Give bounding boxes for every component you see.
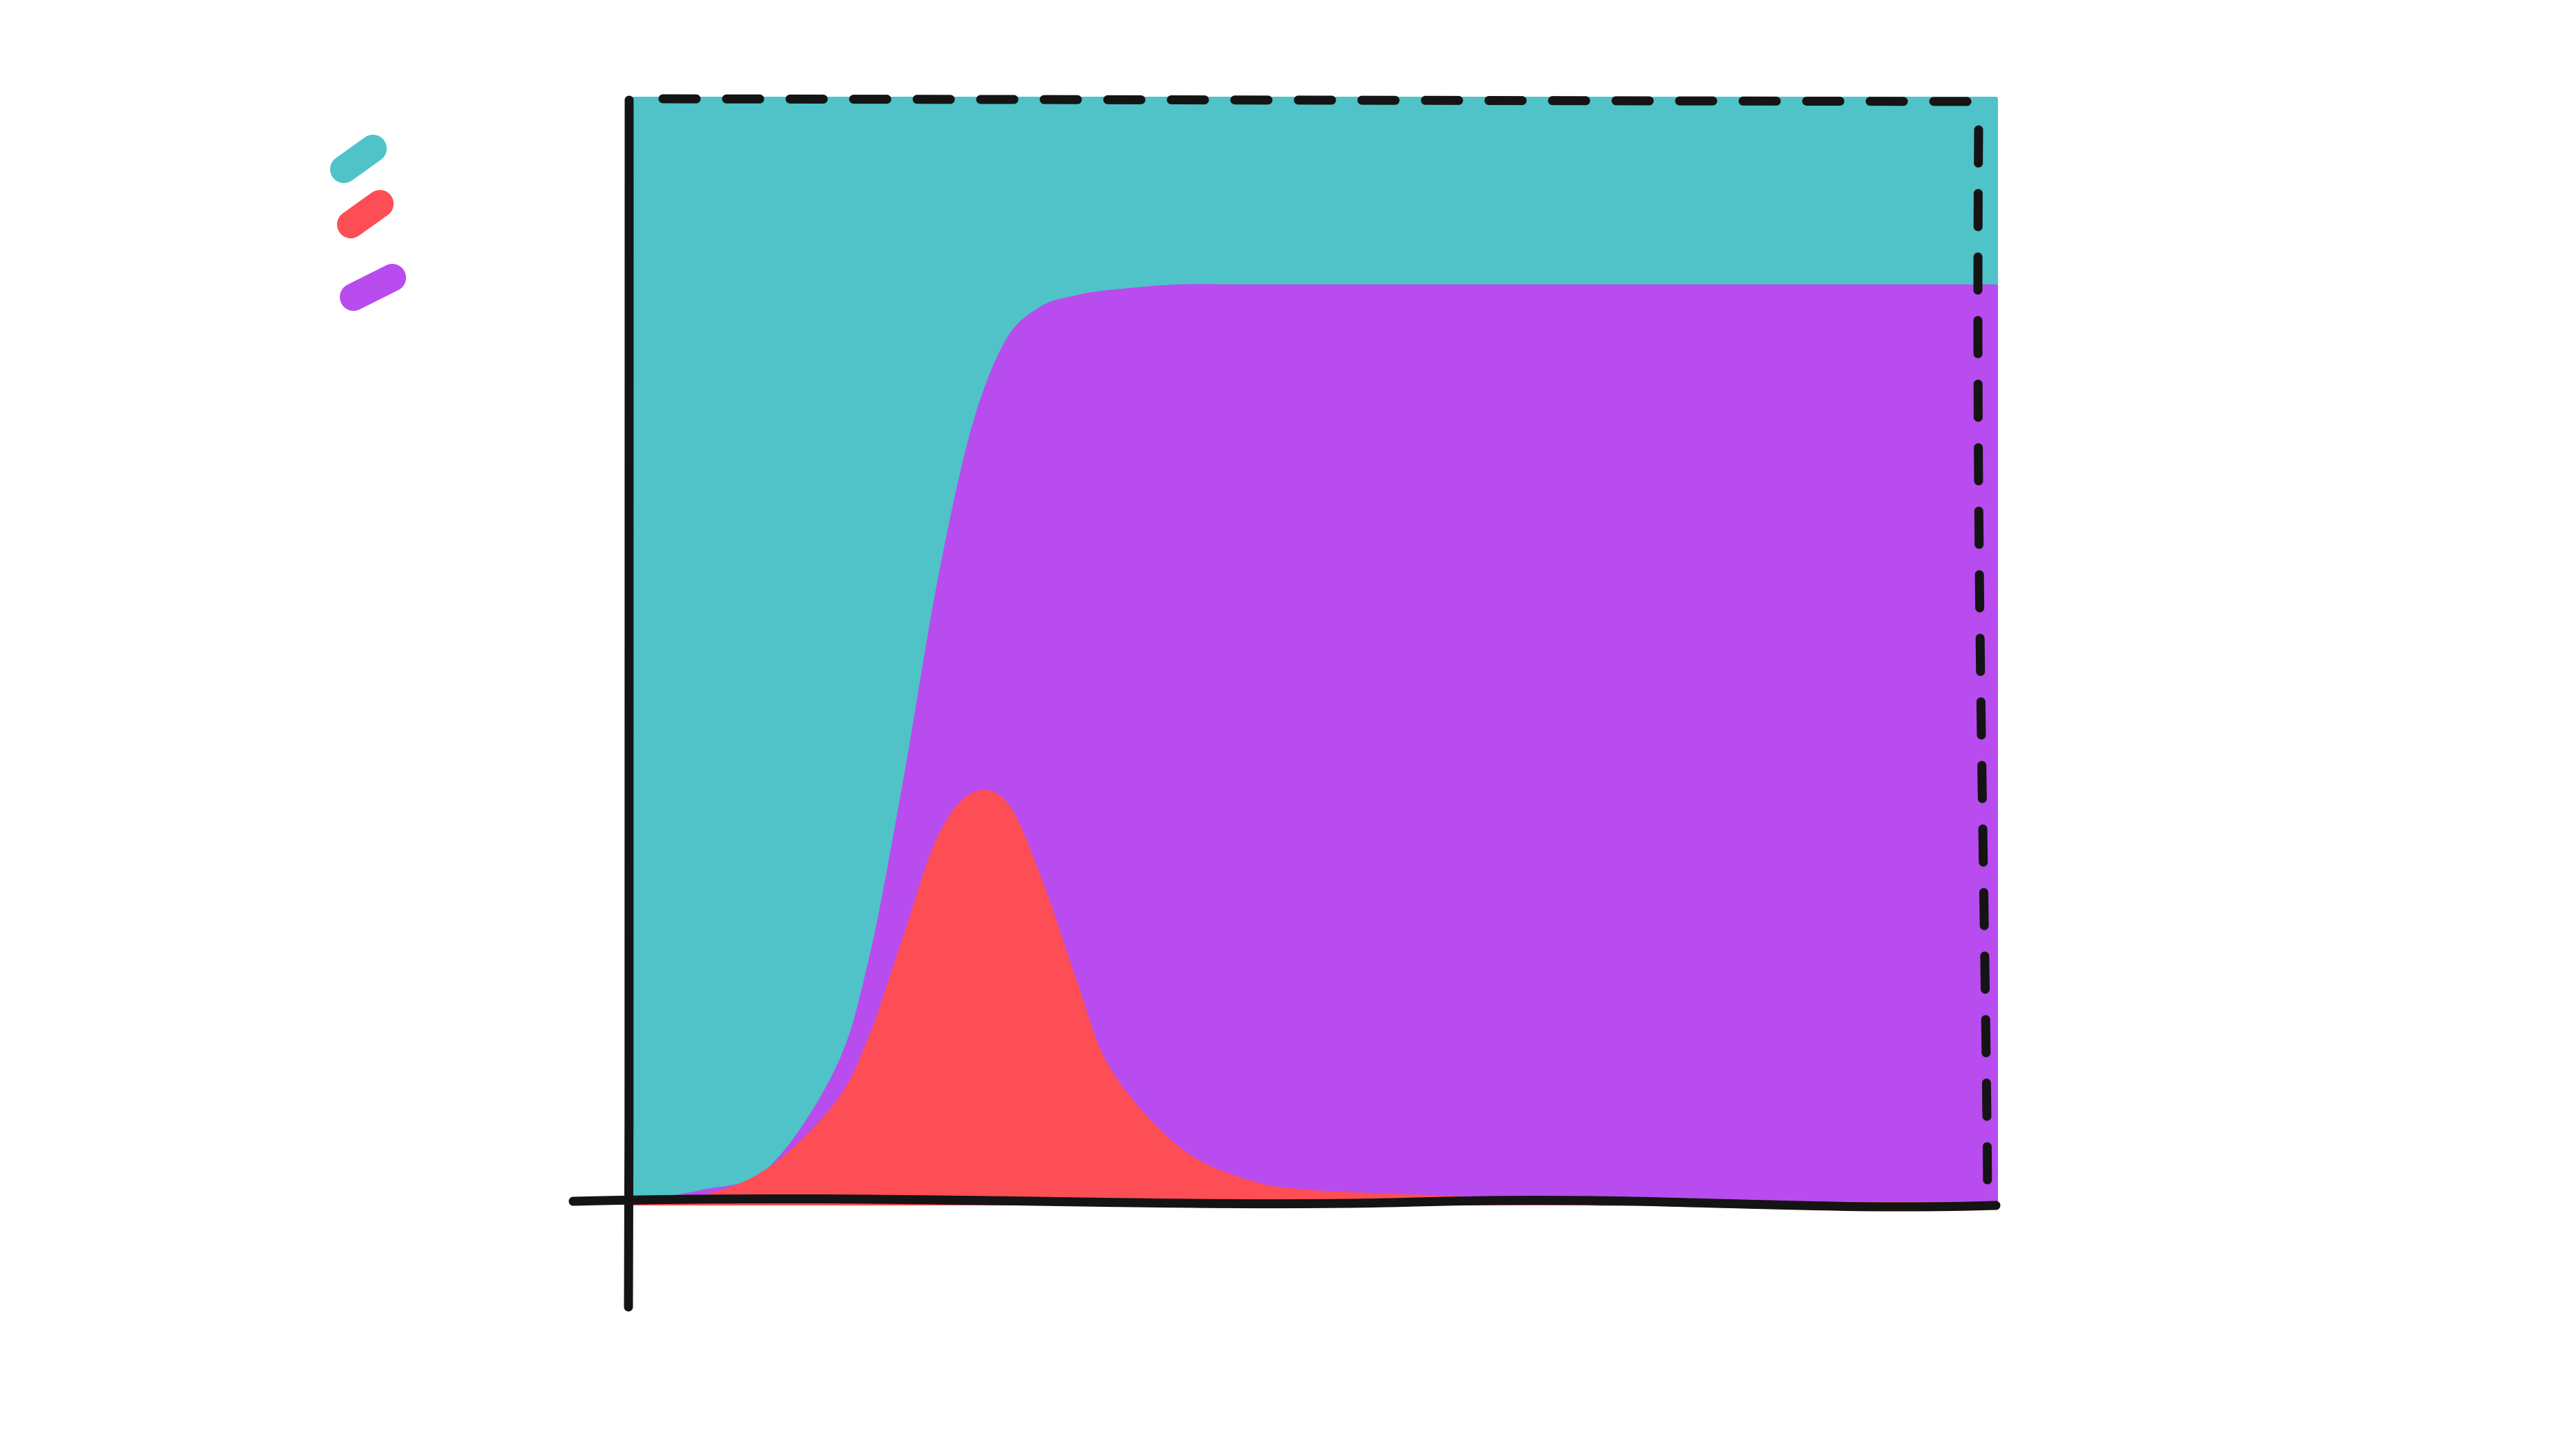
x-axis-line — [568, 1194, 2001, 1212]
plot-frame — [568, 94, 2001, 1312]
right-dashed-border — [1973, 125, 1992, 1201]
legend-swatch-0 — [330, 135, 387, 183]
legend — [330, 135, 406, 311]
legend-swatch-2 — [340, 264, 406, 311]
top-dashed-border — [658, 94, 1994, 106]
legend-swatch-1 — [337, 190, 394, 238]
area-series-group — [630, 96, 1998, 1206]
y-axis-line — [624, 95, 634, 1312]
